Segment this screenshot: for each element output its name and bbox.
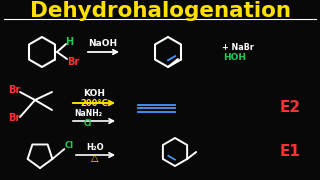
Text: H: H xyxy=(65,37,73,47)
Text: △: △ xyxy=(91,153,99,163)
Text: Br: Br xyxy=(8,85,20,95)
Text: Br: Br xyxy=(8,113,20,123)
Text: NaOH: NaOH xyxy=(88,39,117,48)
Text: Br: Br xyxy=(67,57,79,67)
Text: E2: E2 xyxy=(279,100,300,116)
Text: + NaBr: + NaBr xyxy=(222,42,254,51)
Text: H₂O: H₂O xyxy=(86,143,104,152)
Text: Dehydrohalogenation: Dehydrohalogenation xyxy=(29,1,291,21)
Text: Cl: Cl xyxy=(84,118,92,127)
Text: Cl: Cl xyxy=(65,141,74,150)
Text: NaNH₂: NaNH₂ xyxy=(74,109,102,118)
Text: E1: E1 xyxy=(280,145,300,159)
Text: HOH: HOH xyxy=(223,53,246,62)
Text: 200°C: 200°C xyxy=(80,98,108,107)
Text: KOH: KOH xyxy=(83,89,105,98)
